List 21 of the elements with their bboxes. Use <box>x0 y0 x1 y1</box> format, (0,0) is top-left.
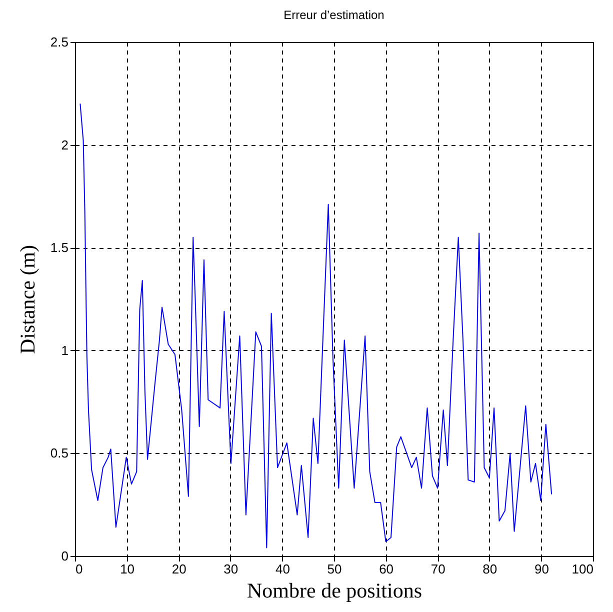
x-tick-label: 70 <box>430 562 446 576</box>
x-tick-label: 50 <box>327 562 342 576</box>
x-tick-label: 40 <box>275 562 290 576</box>
y-tick-label: 1.5 <box>50 240 68 256</box>
x-tick-label: 90 <box>534 562 549 576</box>
y-tick-label: 0 <box>61 548 68 564</box>
x-tick-label: 20 <box>172 562 186 576</box>
y-tick-label: 2.5 <box>50 34 68 50</box>
y-axis-title: Distance (m) <box>15 244 40 354</box>
y-tick-label: 0.5 <box>50 446 68 461</box>
x-tick-label: 0 <box>76 562 83 576</box>
x-tick-label: 10 <box>120 562 135 576</box>
x-tick-label: 100 <box>572 562 594 576</box>
line-series <box>80 103 552 548</box>
x-tick-label: 30 <box>224 562 238 576</box>
x-axis-title: Nombre de positions <box>247 578 422 602</box>
y-tick-label: 1 <box>61 342 68 358</box>
y-tick-label: 2 <box>61 137 68 152</box>
chart-title: Erreur d’estimation <box>284 8 384 22</box>
x-tick-label: 60 <box>379 562 394 576</box>
x-tick-label: 80 <box>482 562 498 576</box>
